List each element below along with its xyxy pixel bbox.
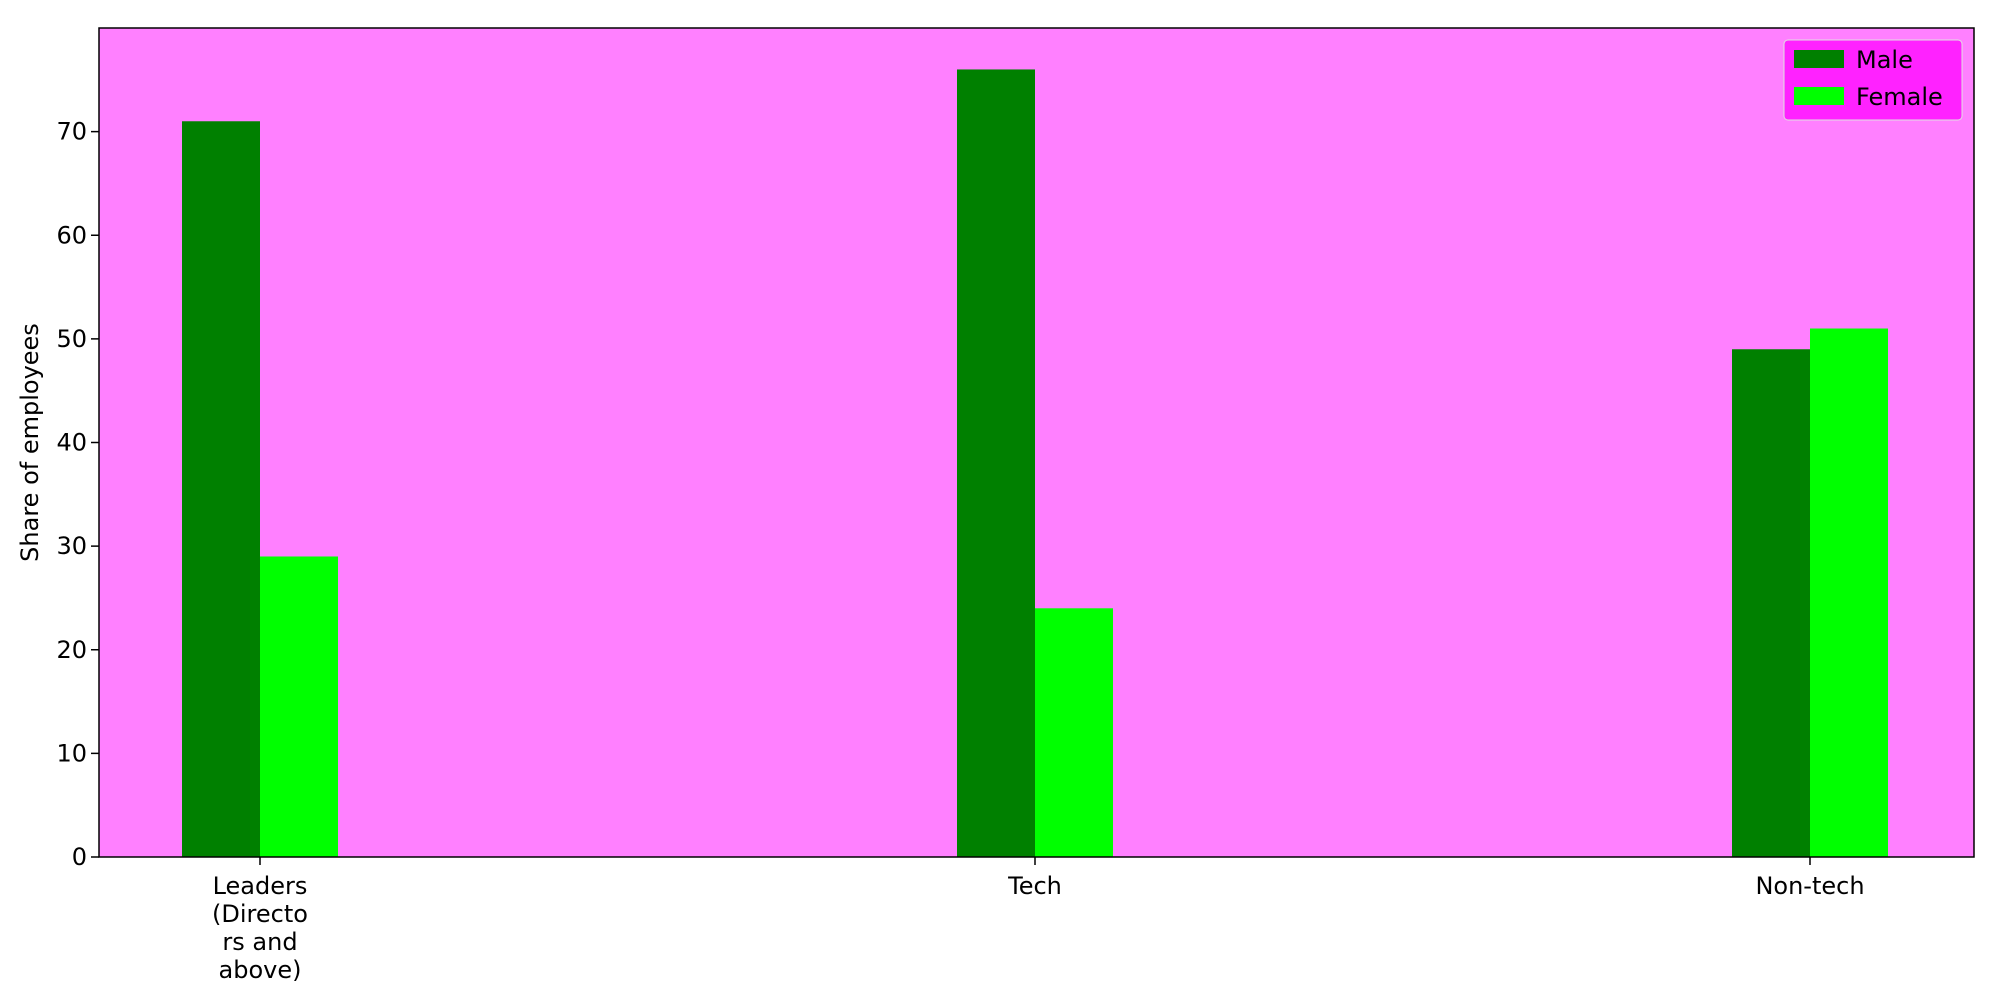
y-tick-label: 40 xyxy=(56,429,87,457)
bar-female-1 xyxy=(1035,608,1113,857)
x-tick-label: Tech xyxy=(1007,872,1062,900)
bar-male-2 xyxy=(1732,349,1810,857)
bar-male-0 xyxy=(182,121,260,857)
x-axis: Leaders (Directo rs and above) Tech Non-tech xyxy=(212,857,1865,984)
x-tick-label: Non-tech xyxy=(1755,872,1864,900)
y-tick-label: 30 xyxy=(56,532,87,560)
y-tick-label: 50 xyxy=(56,325,87,353)
y-tick-label: 20 xyxy=(56,636,87,664)
y-axis-label: Share of employees xyxy=(16,323,44,562)
y-axis: 0 10 20 30 40 50 60 70 xyxy=(56,118,99,871)
y-tick-label: 10 xyxy=(56,739,87,767)
bar-female-2 xyxy=(1810,328,1888,857)
legend-label-male: Male xyxy=(1856,46,1913,74)
y-tick-label: 0 xyxy=(72,843,87,871)
bar-male-1 xyxy=(957,69,1035,857)
bars-group xyxy=(182,69,1888,857)
legend-swatch-female xyxy=(1794,87,1844,105)
legend-swatch-male xyxy=(1794,50,1844,68)
x-tick-label: Leaders (Directo rs and above) xyxy=(212,872,308,984)
legend: Male Female xyxy=(1783,39,1963,121)
legend-label-female: Female xyxy=(1856,83,1943,111)
y-tick-label: 60 xyxy=(56,221,87,249)
y-tick-label: 70 xyxy=(56,118,87,146)
bar-female-0 xyxy=(260,556,338,857)
